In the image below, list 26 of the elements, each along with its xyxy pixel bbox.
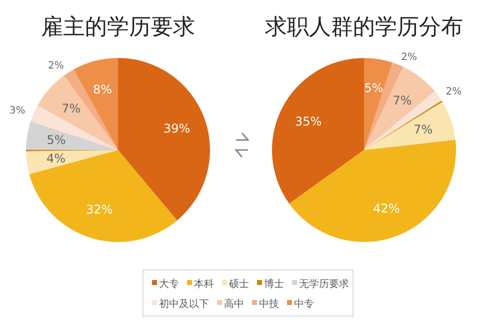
data-label: 5% [46,132,66,147]
legend-label: 无学历要求 [299,278,349,290]
data-label: 8% [92,82,112,96]
legend-label: 中技 [259,298,279,310]
chart-title: 求职人群的学历分布 [265,15,463,40]
data-label: 3% [9,105,26,116]
legend-label: 高中 [224,298,244,310]
data-label: 39% [163,122,190,136]
data-label: 2% [48,60,64,72]
chart-title: 雇主的学历要求 [41,15,195,40]
data-label: 42% [373,201,400,216]
data-label: 7% [62,102,81,116]
legend-label: 大专 [159,278,179,290]
data-label: 7% [414,122,433,137]
data-label: 32% [86,202,113,217]
data-label: 35% [295,114,322,128]
legend-label: 博士 [264,278,284,290]
data-label: 2% [446,86,462,98]
legend-label: 硕士 [228,278,249,290]
legend-label: 初中及以下 [159,298,209,310]
data-label: 5% [364,81,384,96]
legend-label: 本科 [194,278,214,290]
data-label: 2% [401,52,418,63]
legend-label: 中专 [294,298,314,310]
data-label: 7% [392,93,412,108]
data-label: 4% [46,152,66,166]
